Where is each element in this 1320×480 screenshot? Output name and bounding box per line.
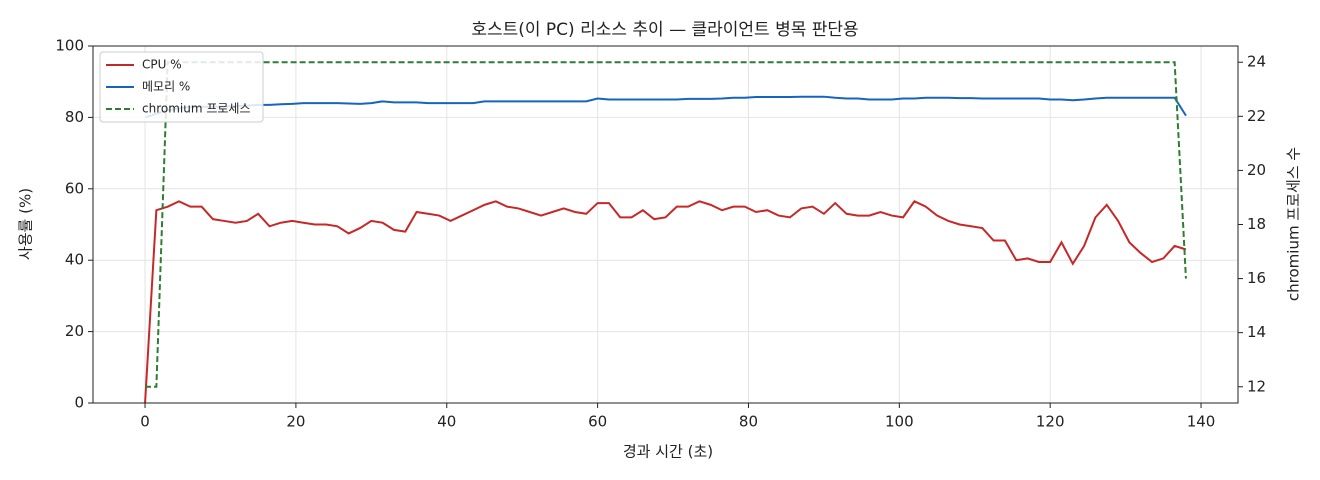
x-tick-label: 120 [1036, 413, 1065, 431]
y-tick-label: 40 [65, 251, 84, 269]
y2-tick-label: 24 [1247, 53, 1266, 71]
series-line [144, 200, 1187, 404]
y-tick-label: 100 [55, 37, 84, 55]
x-tick-label: 0 [140, 413, 150, 431]
legend-label: 메모리 % [142, 80, 190, 94]
series-line [145, 61, 1187, 388]
x-tick-label: 100 [885, 413, 914, 431]
y-tick-label: 20 [65, 322, 84, 340]
x-tick-label: 60 [588, 413, 607, 431]
y2-tick-label: 12 [1247, 377, 1266, 395]
y2-axis-label: chromium 프로세스 수 [1285, 147, 1303, 301]
x-tick-label: 40 [437, 413, 456, 431]
legend-box [99, 51, 264, 123]
x-tick-label: 80 [739, 413, 758, 431]
y-tick-label: 0 [74, 394, 84, 412]
y-tick-label: 60 [65, 179, 84, 197]
x-tick-label: 20 [286, 413, 305, 431]
y2-tick-label: 20 [1247, 161, 1266, 179]
x-tick-label: 140 [1187, 413, 1216, 431]
legend-label: chromium 프로세스 [142, 102, 251, 116]
y2-tick-label: 14 [1247, 323, 1266, 341]
y-axis-label: 사용률 (%) [17, 188, 35, 260]
x-axis-label: 경과 시간 (초) [623, 443, 713, 461]
plot-lines [144, 61, 1187, 404]
legend-label: CPU % [142, 58, 182, 72]
legend: CPU % 메모리 % chromium 프로세스 [99, 51, 264, 123]
chart-title: 호스트(이 PC) 리소스 추이 — 클라이언트 병목 판단용 [471, 20, 858, 40]
series-line [144, 95, 1187, 119]
y2-tick-label: 18 [1247, 215, 1266, 233]
y2-tick-label: 22 [1247, 107, 1266, 125]
y2-tick-label: 16 [1247, 269, 1266, 287]
y-tick-label: 80 [65, 108, 84, 126]
axes: 0 20 40 60 80 100 120 140 0 20 40 60 80 100 12 14 16 18 20… [55, 37, 1266, 431]
